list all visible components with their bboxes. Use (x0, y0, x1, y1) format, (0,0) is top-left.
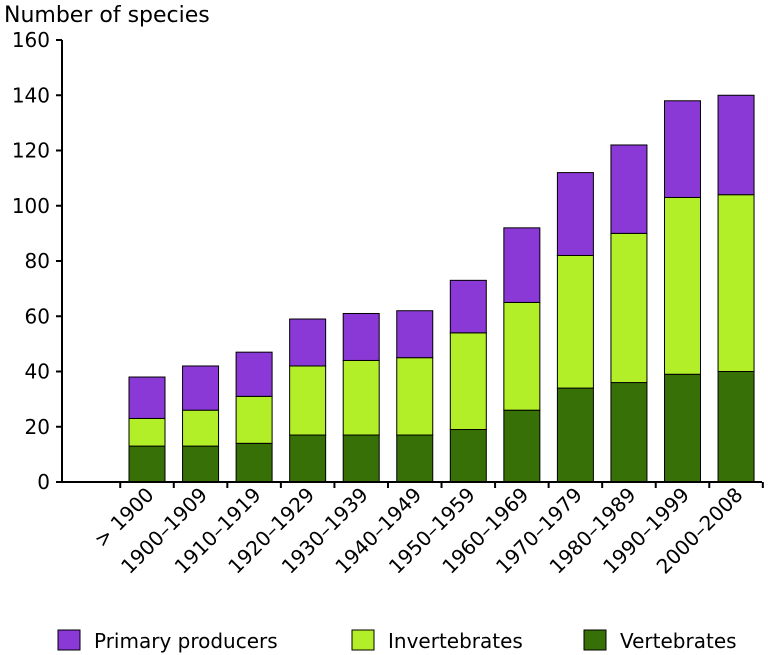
bar-segment-primary-producers (664, 100, 701, 198)
bar-segment-vertebrates (503, 409, 541, 483)
y-tick-label: 100 (12, 194, 50, 218)
legend-item-vertebrates: Vertebrates (583, 629, 737, 653)
bar-segment-primary-producers (182, 365, 220, 411)
y-tick-label: 160 (12, 28, 50, 52)
bar-segment-invertebrates (610, 232, 648, 384)
bar-segment-primary-producers (610, 144, 648, 234)
bar-segment-vertebrates (717, 371, 755, 483)
bar-segment-invertebrates (128, 417, 166, 447)
bar-segment-vertebrates (289, 434, 327, 483)
bar-segment-primary-producers (503, 227, 541, 303)
y-tick-label: 60 (25, 304, 50, 328)
bar-segment-primary-producers (449, 279, 487, 334)
bar-segment-invertebrates (342, 359, 380, 436)
legend-swatch (351, 629, 375, 651)
bars (128, 94, 755, 483)
y-tick-label: 120 (12, 139, 50, 163)
bar-segment-primary-producers (717, 94, 755, 196)
legend: Primary producers Invertebrates Vertebrate… (57, 629, 737, 653)
legend-label: Vertebrates (620, 629, 737, 653)
bar-segment-invertebrates (556, 254, 594, 389)
y-tick-label: 80 (25, 249, 50, 273)
x-axis: > 19001900–19091910–19191920–19291930–19… (62, 481, 764, 579)
bar-segment-vertebrates (182, 445, 220, 483)
bar-segment-invertebrates (717, 194, 755, 372)
legend-swatch (57, 629, 81, 651)
y-axis: 0 20 40 60 80 100 120 140 160 (12, 28, 63, 494)
bar-segment-primary-producers (235, 351, 273, 397)
legend-label: Primary producers (94, 629, 278, 653)
bar-segment-invertebrates (182, 409, 220, 447)
legend-swatch (583, 629, 607, 651)
bar-segment-vertebrates (396, 434, 434, 483)
bar-segment-invertebrates (235, 395, 273, 444)
bar-segment-primary-producers (289, 318, 327, 367)
bar-segment-vertebrates (610, 382, 648, 483)
legend-item-invertebrates: Invertebrates (351, 629, 523, 653)
bar-segment-vertebrates (235, 442, 273, 483)
bar-segment-primary-producers (342, 312, 380, 361)
y-tick-label: 140 (12, 83, 50, 107)
y-axis-title: Number of species (4, 3, 210, 28)
bar-segment-invertebrates (289, 365, 327, 436)
legend-item-primary-producers: Primary producers (57, 629, 278, 653)
bar-segment-primary-producers (128, 376, 166, 419)
bar-segment-invertebrates (449, 332, 487, 431)
bar-segment-primary-producers (396, 310, 434, 359)
bar-segment-invertebrates (503, 301, 541, 411)
legend-label: Invertebrates (388, 629, 523, 653)
y-tick-label: 0 (37, 470, 50, 494)
bar-segment-vertebrates (556, 387, 594, 483)
bar-segment-vertebrates (128, 445, 166, 483)
y-tick-label: 40 (25, 360, 50, 384)
bar-segment-vertebrates (342, 434, 380, 483)
bar-segment-vertebrates (664, 373, 701, 483)
bar-segment-invertebrates (664, 196, 701, 375)
bar-segment-vertebrates (449, 429, 487, 483)
y-tick-label: 20 (25, 415, 50, 439)
bar-segment-invertebrates (396, 357, 434, 436)
bar-segment-primary-producers (556, 172, 594, 256)
